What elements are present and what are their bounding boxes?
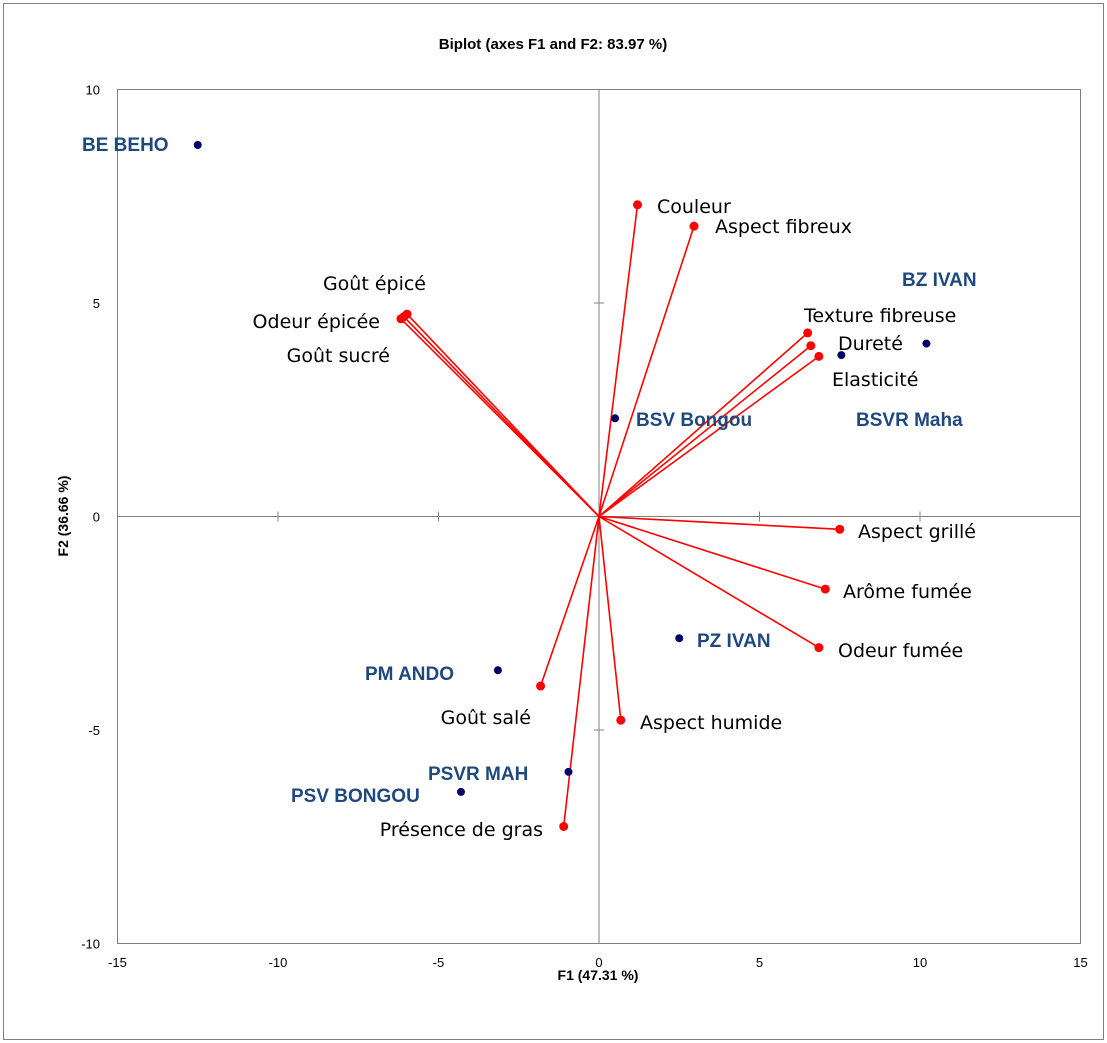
variable-vector xyxy=(598,332,809,518)
variable-point xyxy=(689,221,699,231)
variable-vectors xyxy=(396,200,845,832)
observation-point xyxy=(675,634,684,643)
observation-label: PM ANDO xyxy=(365,664,454,685)
variable-point xyxy=(835,524,845,534)
observation-label: PSVR MAH xyxy=(428,764,528,785)
y-axis-title: F2 (36.66 %) xyxy=(55,476,71,557)
variable-label: Goût sucré xyxy=(287,345,390,367)
observation-points xyxy=(193,141,931,796)
observation-label: BSV Bongou xyxy=(636,410,752,431)
observation-point xyxy=(611,414,620,423)
variable-point xyxy=(814,351,824,361)
variable-label: Odeur fumée xyxy=(838,640,963,662)
variable-label: Texture fibreuse xyxy=(803,305,956,327)
variable-vector xyxy=(598,515,820,649)
x-tick-label: 15 xyxy=(1073,955,1087,970)
variable-vector xyxy=(598,515,840,531)
x-axis-title: F1 (47.31 %) xyxy=(558,967,639,983)
variable-vector xyxy=(598,516,622,721)
y-tick-label: 5 xyxy=(93,296,100,311)
x-tick-label: -5 xyxy=(433,955,445,970)
observation-point xyxy=(564,767,573,776)
x-tick-label: 0 xyxy=(595,955,602,970)
variable-label: Goût salé xyxy=(441,707,531,729)
variable-vector xyxy=(598,355,820,518)
variable-vector xyxy=(539,516,600,687)
variable-point xyxy=(633,200,643,210)
x-tick-label: -10 xyxy=(269,955,288,970)
variable-label: Goût épicé xyxy=(323,273,426,295)
variable-vector xyxy=(598,225,695,517)
variable-label: Présence de gras xyxy=(380,819,543,841)
observation-point xyxy=(922,339,931,348)
variable-vector xyxy=(403,316,600,518)
observation-label: BE BEHO xyxy=(82,135,169,156)
variable-label: Elasticité xyxy=(832,369,918,391)
observation-label: PSV BONGOU xyxy=(291,786,420,807)
y-tick-label: 0 xyxy=(93,510,100,525)
variable-label: Odeur épicée xyxy=(253,311,380,333)
variable-point xyxy=(820,584,830,594)
observation-point xyxy=(456,787,465,796)
variable-label: Aspect grillé xyxy=(858,521,976,543)
variable-point xyxy=(536,681,546,691)
variable-vector xyxy=(598,345,812,518)
y-tick-label: 10 xyxy=(86,83,100,98)
observation-point xyxy=(493,666,502,675)
variable-vector xyxy=(598,515,826,590)
chart-title: Biplot (axes F1 and F2: 83.97 %) xyxy=(439,36,667,53)
variable-point xyxy=(399,312,409,322)
variable-label: Aspect fibreux xyxy=(715,216,852,238)
variable-label: Arôme fumée xyxy=(843,581,972,603)
variable-label: Couleur xyxy=(657,196,731,218)
observation-label: BZ IVAN xyxy=(902,270,977,291)
variable-point xyxy=(616,715,626,725)
x-tick-label: -15 xyxy=(108,955,127,970)
x-tick-label: 5 xyxy=(756,955,763,970)
y-tick-label: -5 xyxy=(88,723,100,738)
observation-label: PZ IVAN xyxy=(697,631,771,652)
variable-label: Dureté xyxy=(838,333,903,355)
variable-point xyxy=(814,643,824,653)
variable-point xyxy=(559,822,569,832)
variable-vector xyxy=(598,204,639,517)
observation-point xyxy=(837,351,846,360)
observation-point xyxy=(193,141,202,150)
x-tick-label: 10 xyxy=(913,955,927,970)
variable-point xyxy=(806,341,816,351)
variable-point xyxy=(803,328,813,338)
y-tick-label: -10 xyxy=(81,937,100,952)
observation-label: BSVR Maha xyxy=(856,410,963,431)
variable-label: Aspect humide xyxy=(640,712,782,734)
